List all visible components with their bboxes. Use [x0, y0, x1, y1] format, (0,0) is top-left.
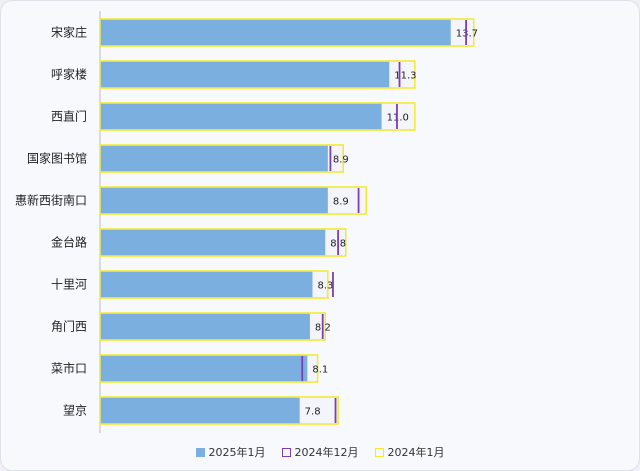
category-label: 国家图书馆 [27, 151, 87, 166]
bar-2025-jan [100, 397, 300, 424]
legend-swatch-prev-year [374, 447, 384, 457]
legend-label-current: 2025年1月 [208, 446, 266, 459]
legend: 2025年1月 2024年12月 2024年1月 [1, 444, 639, 460]
legend-item-current[interactable]: 2025年1月 [195, 444, 266, 460]
bar-2025-jan [100, 19, 451, 46]
bar-2025-jan [100, 61, 390, 88]
bar-2025-jan [100, 103, 382, 130]
legend-swatch-prev-month [281, 447, 291, 457]
legend-label-prev-month: 2024年12月 [294, 446, 359, 459]
category-label: 望京 [63, 404, 87, 418]
category-label: 惠新西街南口 [15, 193, 87, 208]
bar-2025-jan [100, 187, 328, 214]
bar-2025-jan [100, 145, 328, 172]
bar-2025-jan [100, 355, 308, 382]
value-label: 8.9 [333, 155, 349, 166]
value-label: 7.8 [305, 407, 321, 418]
value-label: 8.9 [333, 197, 349, 208]
category-label: 西直门 [51, 109, 87, 124]
legend-item-prev-month[interactable]: 2024年12月 [281, 444, 359, 460]
value-label: 8.3 [317, 281, 333, 292]
bar-2025-jan [100, 313, 310, 340]
category-label: 呼家楼 [51, 67, 87, 82]
bar-chart: 宋家庄13.7呼家楼11.3西直门11.0国家图书馆8.9惠新西街南口8.9金台… [15, 11, 478, 433]
category-label: 金台路 [51, 235, 87, 250]
value-label: 11.3 [394, 71, 416, 82]
legend-swatch-current [195, 447, 205, 457]
bar-2025-jan [100, 229, 326, 256]
category-label: 十里河 [51, 278, 87, 292]
bar-2025-jan [100, 271, 313, 298]
value-label: 8.1 [312, 365, 328, 376]
category-label: 菜市口 [51, 361, 87, 376]
legend-label-prev-year: 2024年1月 [387, 446, 445, 459]
category-label: 宋家庄 [51, 25, 87, 40]
legend-item-prev-year[interactable]: 2024年1月 [374, 444, 445, 460]
category-label: 角门西 [51, 319, 87, 334]
